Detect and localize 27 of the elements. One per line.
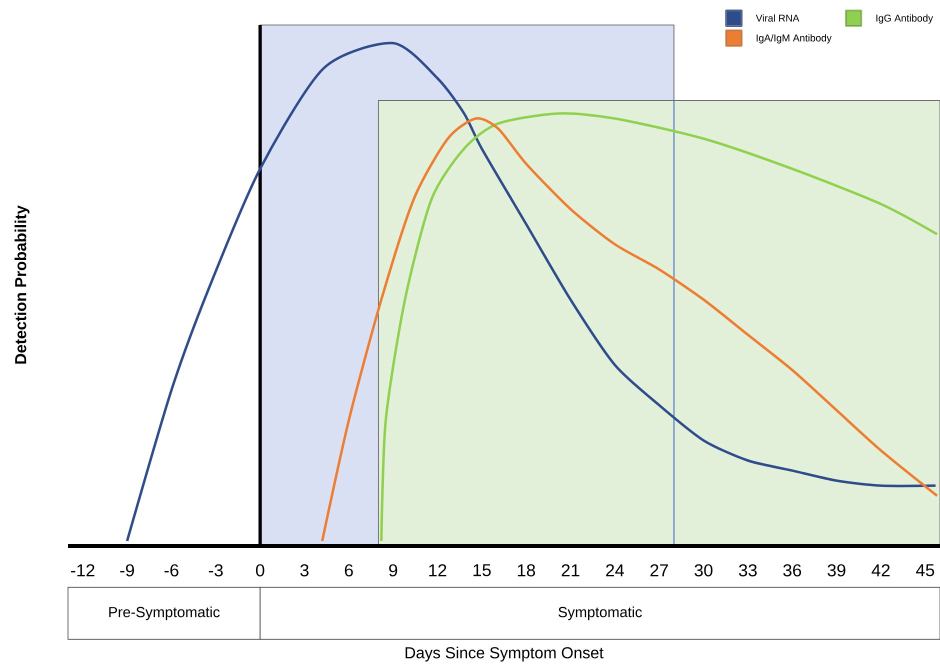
x-tick-label: 21 [562,564,580,576]
legend-label: IgG Antibody [876,14,934,24]
x-tick-label: -6 [164,564,178,576]
x-tick-label: -9 [120,564,134,576]
x-tick-label: -3 [208,564,223,576]
x-tick-label: 0 [256,564,264,576]
legend-label: Viral RNA [756,14,800,22]
y-axis-title: Detection Probability [14,205,30,364]
x-tick-label: 18 [518,564,536,576]
x-tick-label: 12 [429,564,446,576]
x-tick-label: 39 [828,564,846,576]
text: Symptomatic [558,606,642,620]
x-tick-label: 36 [783,564,802,576]
text: Pre-Symptomatic [109,606,220,620]
legend-label: IgA/IgM Antibody [756,34,832,44]
x-tick-label: 9 [389,564,398,576]
x-axis-title: Days Since Symptom Onset [406,646,604,662]
x-tick-label: 30 [694,564,712,576]
x-tick-label: 33 [738,564,757,576]
x-tick-label: 15 [474,564,491,576]
x-tick-label: 42 [872,564,890,576]
x-tick-label: 6 [344,564,353,576]
x-tick-label: 45 [916,564,934,576]
x-tick-label: 3 [300,564,309,576]
x-tick-label: 24 [606,564,624,576]
x-tick-label: 27 [650,564,668,576]
x-tick-label: -12 [71,564,94,576]
